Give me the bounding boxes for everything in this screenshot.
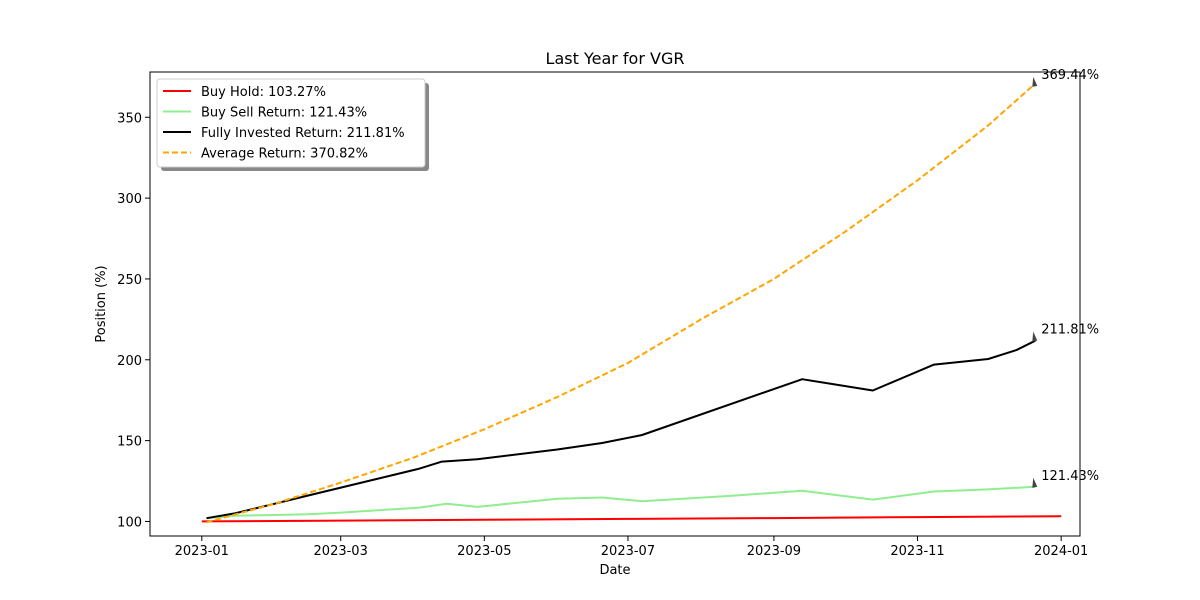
y-tick-label: 300: [117, 192, 142, 207]
annotation-arrow-0: [1032, 76, 1038, 87]
legend-box: [156, 78, 426, 168]
legend: Buy Hold: 103.27% Buy Sell Return: 121.43…: [156, 78, 429, 171]
x-tick-label: 2024-01: [1034, 544, 1088, 559]
series-line-3: [206, 82, 1036, 524]
y-axis: 100 150 200 250 300 350: [117, 111, 150, 530]
legend-label-1: Buy Sell Return: 121.43%: [201, 106, 367, 121]
series-line-0: [201, 515, 1062, 523]
data-layer: [201, 82, 1062, 524]
legend-label-0: Buy Hold: 103.27%: [201, 85, 326, 100]
x-tick-label: 2023-07: [601, 544, 655, 559]
annotation-arrow-1: [1032, 331, 1038, 342]
plot-frame: [149, 71, 1081, 537]
y-tick-label: 350: [117, 111, 142, 126]
legend-entries: Buy Hold: 103.27% Buy Sell Return: 121.43…: [163, 85, 405, 162]
x-tick-label: 2023-01: [175, 544, 229, 559]
x-tick-label: 2023-11: [890, 544, 944, 559]
y-tick-label: 150: [117, 435, 142, 450]
y-axis-label: Position (%): [94, 265, 109, 342]
series-line-1: [206, 485, 1036, 520]
y-tick-label: 200: [117, 354, 142, 369]
x-axis: 2023-01 2023-03 2023-05 2023-07 2023-09 2023-…: [175, 536, 1088, 559]
series-line-2: [206, 339, 1036, 520]
legend-label-3: Average Return: 370.82%: [201, 147, 368, 162]
chart-title: Last Year for VGR: [546, 49, 685, 68]
x-tick-label: 2023-03: [314, 544, 368, 559]
x-tick-label: 2023-05: [457, 544, 511, 559]
x-axis-label: Date: [599, 563, 630, 578]
legend-label-2: Fully Invested Return: 211.81%: [201, 126, 405, 141]
y-tick-label: 250: [117, 273, 142, 288]
annotation-arrow-2: [1032, 477, 1038, 488]
x-tick-label: 2023-09: [747, 544, 801, 559]
annotation-label-1: 211.81%: [1041, 323, 1099, 338]
y-tick-label: 100: [117, 515, 142, 530]
annotation-label-2: 121.43%: [1041, 469, 1099, 484]
annotation-label-0: 369.44%: [1041, 68, 1099, 83]
